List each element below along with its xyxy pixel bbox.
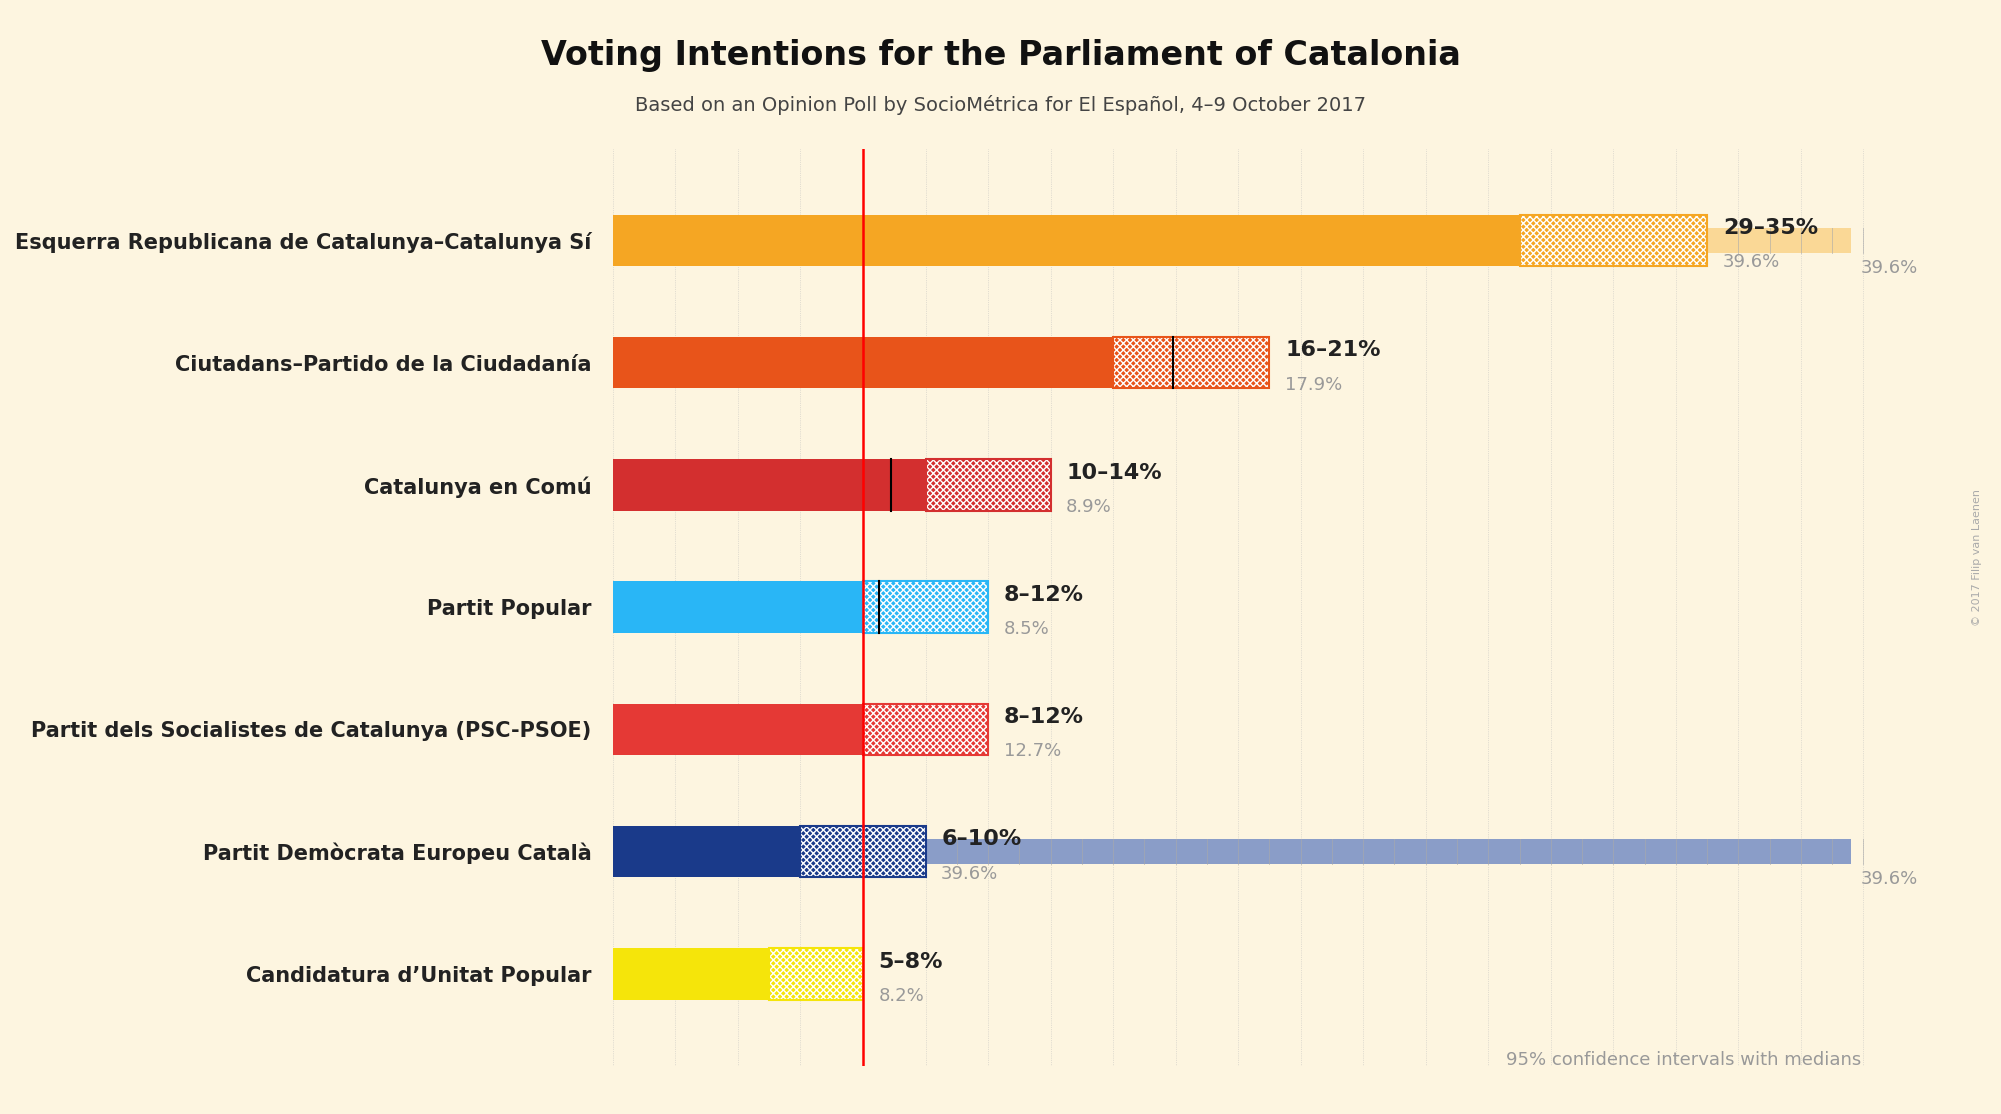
Text: 10–14%: 10–14% <box>1067 462 1163 482</box>
Bar <box>768 948 862 999</box>
Bar <box>862 582 988 633</box>
Bar <box>862 704 988 755</box>
Bar <box>1519 215 1707 266</box>
Bar <box>612 336 1113 389</box>
Text: 39.6%: 39.6% <box>940 864 998 882</box>
Bar <box>926 459 1051 510</box>
Bar <box>1113 336 1269 389</box>
Text: 95% confidence intervals with medians: 95% confidence intervals with medians <box>1505 1052 1861 1069</box>
Bar <box>1113 336 1269 389</box>
Text: 8–12%: 8–12% <box>1005 707 1085 727</box>
Bar <box>612 840 1851 863</box>
Text: 39.6%: 39.6% <box>1861 870 1917 888</box>
Bar <box>800 825 926 878</box>
Bar <box>612 948 768 999</box>
Text: © 2017 Filip van Laenen: © 2017 Filip van Laenen <box>1973 489 1981 625</box>
Bar <box>926 459 1051 510</box>
Text: Voting Intentions for the Parliament of Catalonia: Voting Intentions for the Parliament of … <box>540 39 1461 72</box>
Bar <box>926 459 1051 510</box>
Bar <box>1519 215 1707 266</box>
Text: 16–21%: 16–21% <box>1285 341 1381 361</box>
Bar <box>612 717 988 742</box>
Bar <box>862 704 988 755</box>
Bar <box>612 459 926 510</box>
Text: 8–12%: 8–12% <box>1005 585 1085 605</box>
Bar <box>768 948 862 999</box>
Bar <box>612 582 862 633</box>
Text: 17.9%: 17.9% <box>1285 375 1343 393</box>
Bar <box>1113 336 1269 389</box>
Bar <box>1519 215 1707 266</box>
Text: 8.9%: 8.9% <box>1067 498 1113 516</box>
Text: 12.7%: 12.7% <box>1005 742 1061 761</box>
Bar <box>768 948 862 999</box>
Bar <box>612 595 988 619</box>
Text: 39.6%: 39.6% <box>1861 258 1917 276</box>
Bar <box>612 472 1051 497</box>
Text: 29–35%: 29–35% <box>1723 218 1817 238</box>
Bar <box>612 228 1851 253</box>
Bar <box>862 704 988 755</box>
Bar <box>862 582 988 633</box>
Bar <box>862 582 988 633</box>
Text: 8.2%: 8.2% <box>878 987 924 1005</box>
Bar <box>612 215 1519 266</box>
Text: 6–10%: 6–10% <box>940 830 1021 849</box>
Text: 5–8%: 5–8% <box>878 951 942 971</box>
Bar <box>612 825 800 878</box>
Bar <box>612 704 862 755</box>
Bar <box>800 825 926 878</box>
Bar <box>612 961 862 986</box>
Bar <box>612 351 1269 374</box>
Bar <box>800 825 926 878</box>
Text: 8.5%: 8.5% <box>1005 620 1049 638</box>
Text: Based on an Opinion Poll by SocioMétrica for El Español, 4–9 October 2017: Based on an Opinion Poll by SocioMétrica… <box>634 95 1367 115</box>
Text: 39.6%: 39.6% <box>1723 253 1781 272</box>
